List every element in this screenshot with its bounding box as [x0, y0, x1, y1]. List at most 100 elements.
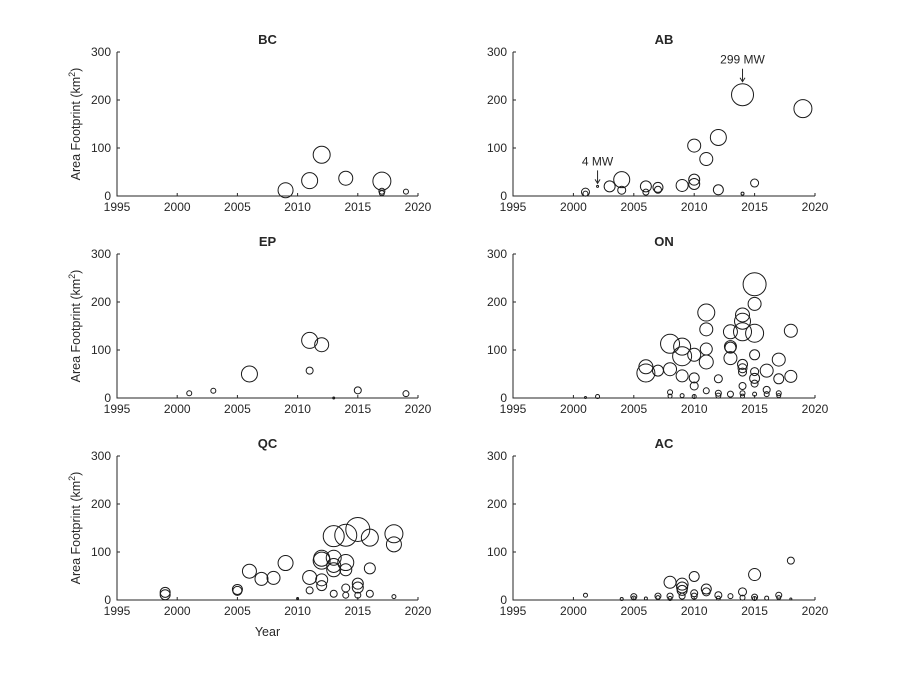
data-point — [712, 184, 724, 196]
data-point — [679, 393, 685, 399]
data-point — [241, 563, 257, 579]
data-point — [391, 594, 397, 600]
data-point — [378, 187, 386, 195]
y-tick-label: 100 — [487, 545, 507, 559]
annotation-label: 299 MW — [720, 53, 765, 67]
panel-title: AC — [655, 436, 674, 451]
data-point — [776, 393, 782, 399]
y-tick-label: 200 — [487, 497, 507, 511]
annotation-arrowhead — [739, 77, 746, 83]
data-point — [619, 597, 624, 602]
x-tick-label: 1995 — [104, 200, 131, 214]
data-point — [722, 324, 738, 340]
data-point — [737, 363, 748, 374]
x-tick-label: 2010 — [681, 402, 708, 416]
data-point — [329, 589, 338, 598]
data-point — [384, 524, 404, 544]
data-point — [748, 568, 762, 582]
data-point — [789, 597, 793, 601]
data-point — [582, 190, 589, 197]
y-tick-label: 100 — [91, 545, 111, 559]
data-point — [688, 372, 700, 384]
x-tick-label: 2020 — [405, 604, 432, 618]
data-point — [687, 347, 702, 362]
data-point — [312, 145, 331, 164]
x-tick-label: 2000 — [560, 604, 587, 618]
axis-lines — [512, 52, 815, 197]
data-point — [231, 583, 243, 595]
data-point — [702, 387, 710, 395]
data-point — [775, 390, 782, 397]
x-tick-label: 2005 — [620, 200, 647, 214]
data-point — [631, 595, 637, 601]
data-point — [351, 581, 364, 594]
data-point — [159, 586, 171, 598]
x-tick-label: 1995 — [500, 604, 527, 618]
data-point — [305, 586, 314, 595]
x-tick-label: 2020 — [405, 200, 432, 214]
data-point — [636, 363, 656, 383]
annotation-arrowhead — [594, 179, 601, 185]
data-point — [159, 589, 171, 601]
data-point — [667, 596, 673, 602]
data-point — [734, 312, 752, 330]
data-point — [678, 592, 686, 600]
data-point — [763, 391, 770, 398]
data-point — [735, 307, 751, 323]
data-point — [783, 323, 798, 338]
data-point — [738, 587, 748, 597]
data-point — [775, 591, 783, 599]
data-point — [385, 536, 402, 553]
data-point — [727, 593, 734, 600]
data-point — [266, 570, 281, 585]
data-point — [596, 184, 600, 188]
x-tick-label: 1995 — [500, 200, 527, 214]
data-point — [699, 322, 714, 337]
data-point — [580, 187, 590, 197]
data-point — [749, 372, 761, 384]
panel-ep: 1995 2000 2005 2010 2015 2020 0 100 200 300 EP Area… — [67, 234, 432, 416]
data-point — [759, 363, 774, 378]
data-point — [353, 386, 362, 395]
data-point — [595, 394, 601, 400]
data-point — [689, 381, 699, 391]
data-point — [726, 390, 734, 398]
data-point — [771, 352, 786, 367]
x-tick-label: 2015 — [741, 402, 768, 416]
y-tick-label: 0 — [500, 391, 507, 405]
data-point — [690, 592, 698, 600]
data-point — [325, 549, 342, 566]
data-point — [277, 555, 294, 572]
x-tick-label: 2020 — [802, 402, 829, 416]
x-tick-label: 2000 — [560, 200, 587, 214]
y-tick-label: 200 — [487, 295, 507, 309]
data-point — [699, 152, 714, 167]
x-tick-label: 2020 — [802, 604, 829, 618]
data-point — [655, 595, 661, 601]
panel-title: BC — [258, 32, 277, 47]
data-point — [660, 333, 681, 354]
y-tick-label: 100 — [91, 141, 111, 155]
data-point — [733, 322, 753, 342]
data-point — [613, 171, 631, 189]
panel-on: 1995 2000 2005 2010 2015 2020 0 100 200 300 ON — [487, 234, 829, 416]
y-axis-label: Area Footprint (km2) — [67, 270, 83, 383]
data-point — [653, 185, 662, 194]
x-tick-label: 2000 — [164, 402, 191, 416]
data-point — [672, 346, 693, 367]
data-point — [701, 587, 711, 597]
x-axis-label: Year — [255, 625, 280, 639]
data-point — [402, 390, 410, 398]
y-tick-label: 0 — [500, 593, 507, 607]
data-point — [699, 342, 713, 356]
data-point — [583, 396, 587, 400]
data-point — [762, 385, 771, 394]
data-point — [714, 389, 722, 397]
data-point — [210, 387, 217, 394]
y-tick-label: 300 — [487, 247, 507, 261]
x-tick-label: 2010 — [284, 200, 311, 214]
data-point — [731, 83, 755, 107]
data-point — [752, 596, 758, 602]
data-point — [354, 591, 362, 599]
data-point — [342, 591, 350, 599]
